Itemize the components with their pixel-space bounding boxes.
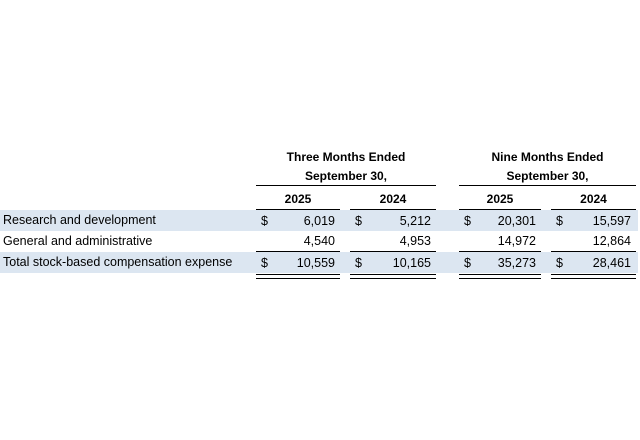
dollar-sign: $ [355, 255, 362, 270]
dollar-sign: $ [261, 255, 268, 270]
group-title-nine-months: Nine Months Ended [491, 150, 604, 164]
double-underline [256, 274, 340, 279]
table-row-general-administrative: General and administrative 4,540 4,953 1… [0, 231, 638, 252]
column-gap [541, 252, 551, 273]
dollar-sign: $ [556, 213, 563, 228]
value-cell-3m-2024: $ 5,212 [350, 210, 436, 231]
value-cell-3m-2024: $ 10,165 [350, 252, 436, 273]
column-gap [340, 252, 350, 273]
year-header-3m-2025: 2025 [256, 189, 340, 210]
dollar-sign: $ [261, 213, 268, 228]
group-title-three-months: Three Months Ended [286, 150, 406, 164]
table-row-total: Total stock-based compensation expense $… [0, 252, 638, 273]
value-text: 28,461 [592, 255, 631, 270]
dollar-sign: $ [355, 213, 362, 228]
value-cell-3m-2024: 4,953 [350, 231, 436, 252]
header-year-row: 2025 2024 2025 2024 [0, 186, 638, 210]
dollar-sign: $ [556, 255, 563, 270]
dollar-sign: $ [464, 255, 471, 270]
group-subtitle-three-months: September 30, [256, 167, 436, 186]
value-text: 4,953 [399, 234, 431, 248]
header-group-subtitle-row: September 30, September 30, [0, 166, 638, 186]
dollar-sign: $ [464, 213, 471, 228]
group-gap [436, 252, 459, 273]
year-header-3m-2024: 2024 [350, 189, 436, 210]
group-gap [436, 231, 459, 252]
value-cell-9m-2025: 14,972 [459, 231, 541, 252]
column-gap [541, 231, 551, 252]
value-text: 10,165 [392, 255, 431, 270]
value-text: 15,597 [592, 213, 631, 228]
group-subtitle-nine-months: September 30, [459, 167, 636, 186]
double-underline [551, 274, 636, 279]
value-text: 20,301 [497, 213, 536, 228]
total-double-underline-row [0, 273, 638, 281]
stock-compensation-table: Three Months Ended Nine Months Ended Sep… [0, 146, 638, 281]
value-text: 5,212 [399, 213, 431, 228]
value-cell-3m-2025: $ 10,559 [256, 252, 340, 273]
value-text: 10,559 [296, 255, 335, 270]
group-gap [436, 210, 459, 231]
value-text: 4,540 [303, 234, 335, 248]
column-gap [340, 210, 350, 231]
year-header-9m-2025: 2025 [459, 189, 541, 210]
value-cell-3m-2025: $ 6,019 [256, 210, 340, 231]
value-cell-9m-2024: $ 28,461 [551, 252, 636, 273]
value-text: 12,864 [592, 234, 631, 248]
year-header-9m-2024: 2024 [551, 189, 636, 210]
value-cell-9m-2025: $ 20,301 [459, 210, 541, 231]
table-row-research-development: Research and development $ 6,019 $ 5,212… [0, 210, 638, 231]
row-label: General and administrative [3, 234, 153, 248]
value-text: 6,019 [303, 213, 335, 228]
value-cell-9m-2024: 12,864 [551, 231, 636, 252]
row-label: Research and development [3, 213, 156, 227]
double-underline [350, 274, 436, 279]
value-text: 14,972 [497, 234, 536, 248]
value-cell-9m-2025: $ 35,273 [459, 252, 541, 273]
row-label: Total stock-based compensation expense [3, 255, 233, 269]
column-gap [541, 210, 551, 231]
column-gap [340, 231, 350, 252]
header-group-title-row: Three Months Ended Nine Months Ended [0, 146, 638, 166]
double-underline [459, 274, 541, 279]
value-cell-9m-2024: $ 15,597 [551, 210, 636, 231]
value-text: 35,273 [497, 255, 536, 270]
value-cell-3m-2025: 4,540 [256, 231, 340, 252]
